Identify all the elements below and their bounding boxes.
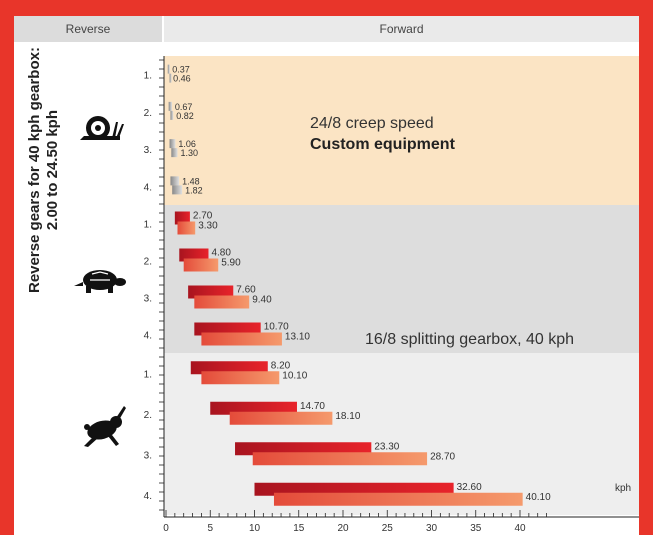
group-subtitle: Custom equipment xyxy=(310,136,456,153)
data-label: 14.70 xyxy=(300,401,325,412)
x-tick-label: 20 xyxy=(337,523,349,534)
data-label: 40.10 xyxy=(526,492,551,503)
band-snail xyxy=(164,56,639,205)
data-label: 18.10 xyxy=(335,411,360,422)
gear-label: 1. xyxy=(144,71,152,82)
data-label: 1.06 xyxy=(178,139,196,149)
data-label: 1.82 xyxy=(185,185,203,195)
forward-header: Forward xyxy=(164,16,639,42)
gear-label: 4. xyxy=(144,331,152,342)
x-tick-label: 5 xyxy=(207,523,213,534)
bar xyxy=(194,295,250,309)
bar xyxy=(169,139,176,149)
data-label: 32.60 xyxy=(457,482,482,493)
x-axis-label: kph xyxy=(615,483,631,494)
data-label: 3.30 xyxy=(198,221,218,232)
data-label: 7.60 xyxy=(236,285,256,296)
gear-label: 2. xyxy=(144,257,152,268)
data-label: 10.10 xyxy=(282,370,307,381)
bar xyxy=(168,101,172,111)
group-title: 24/8 creep speed xyxy=(310,115,434,132)
data-label: 10.70 xyxy=(264,322,289,333)
x-tick-label: 15 xyxy=(293,523,305,534)
bar xyxy=(174,211,190,225)
gear-label: 4. xyxy=(144,182,152,193)
data-label: 8.20 xyxy=(271,360,291,371)
gear-label: 4. xyxy=(144,491,152,502)
data-label: 28.70 xyxy=(430,451,455,462)
bar xyxy=(235,442,372,456)
x-tick-label: 30 xyxy=(426,523,438,534)
data-label: 0.82 xyxy=(176,111,194,121)
data-label: 0.67 xyxy=(175,102,193,112)
group-title: 16/8 splitting gearbox, 40 kph xyxy=(365,331,574,348)
data-label: 4.80 xyxy=(211,248,231,259)
gear-label: 3. xyxy=(144,294,152,305)
bar xyxy=(167,64,170,74)
bar xyxy=(170,110,174,120)
gear-label: 2. xyxy=(144,410,152,421)
data-label: 5.90 xyxy=(221,258,241,269)
snail-icon xyxy=(80,116,124,140)
x-tick-label: 10 xyxy=(249,523,261,534)
bar xyxy=(188,285,234,299)
gear-label: 1. xyxy=(144,369,152,380)
bar xyxy=(252,452,428,466)
bar xyxy=(201,371,280,385)
data-label: 2.70 xyxy=(193,211,213,222)
gear-label: 3. xyxy=(144,450,152,461)
bar xyxy=(169,73,172,83)
x-tick-label: 25 xyxy=(382,523,394,534)
bar xyxy=(273,492,523,506)
data-label: 0.37 xyxy=(172,65,190,75)
x-tick-label: 0 xyxy=(163,523,169,534)
data-label: 13.10 xyxy=(285,332,310,343)
data-label: 0.46 xyxy=(173,74,191,84)
bar xyxy=(194,322,261,336)
gear-label: 1. xyxy=(144,220,152,231)
bar xyxy=(172,185,183,195)
gear-label: 3. xyxy=(144,145,152,156)
bar xyxy=(210,401,297,415)
bar xyxy=(201,332,282,346)
x-tick-label: 35 xyxy=(470,523,482,534)
data-label: 9.40 xyxy=(252,295,272,306)
bar xyxy=(171,148,178,158)
gear-label: 2. xyxy=(144,108,152,119)
x-tick-label: 40 xyxy=(514,523,526,534)
data-label: 23.30 xyxy=(374,441,399,452)
bar xyxy=(190,361,268,375)
bar xyxy=(177,221,196,235)
data-label: 1.30 xyxy=(181,148,199,158)
bar xyxy=(170,176,180,186)
hare-icon xyxy=(84,406,126,447)
bar xyxy=(179,248,209,262)
data-label: 1.48 xyxy=(182,176,200,186)
turtle-icon xyxy=(74,270,126,293)
bar xyxy=(183,258,219,272)
bar xyxy=(229,411,333,425)
bar xyxy=(254,482,454,496)
reverse-header: Reverse xyxy=(14,16,162,42)
